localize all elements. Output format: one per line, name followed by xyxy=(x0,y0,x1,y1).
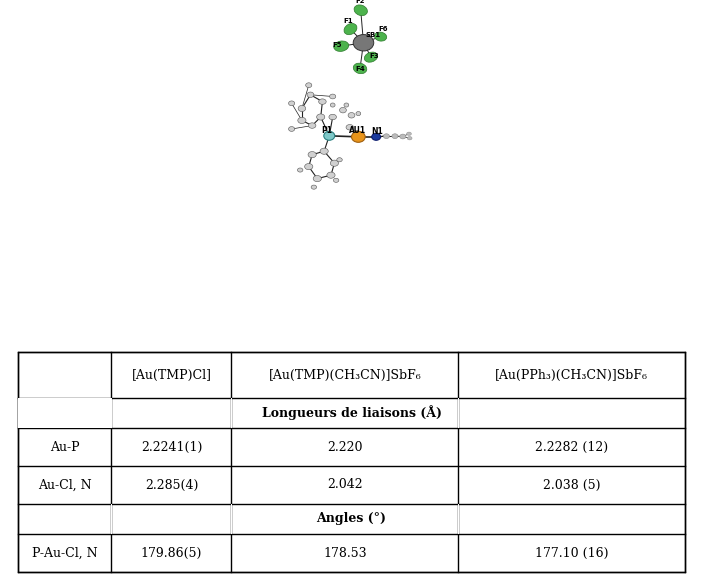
Text: 2.038 (5): 2.038 (5) xyxy=(543,478,600,492)
Ellipse shape xyxy=(334,41,349,51)
Ellipse shape xyxy=(372,133,380,140)
Bar xyxy=(458,504,459,534)
Text: 177.10 (16): 177.10 (16) xyxy=(535,546,608,559)
Ellipse shape xyxy=(327,172,335,178)
Ellipse shape xyxy=(344,103,349,107)
Text: P-Au-Cl, N: P-Au-Cl, N xyxy=(32,546,98,559)
Ellipse shape xyxy=(306,83,312,87)
Ellipse shape xyxy=(340,108,347,113)
Ellipse shape xyxy=(330,103,335,107)
Bar xyxy=(111,398,112,428)
Ellipse shape xyxy=(407,136,412,140)
Text: Angles (°): Angles (°) xyxy=(316,512,387,526)
Ellipse shape xyxy=(329,114,337,120)
Text: 2.220: 2.220 xyxy=(327,440,363,454)
Bar xyxy=(231,504,232,534)
Ellipse shape xyxy=(318,99,326,104)
Ellipse shape xyxy=(354,63,367,74)
Text: 2.2282 (12): 2.2282 (12) xyxy=(535,440,608,454)
Bar xyxy=(231,398,232,428)
Text: [Au(PPh₃)(CH₃CN)]SbF₆: [Au(PPh₃)(CH₃CN)]SbF₆ xyxy=(495,369,648,382)
Text: F1: F1 xyxy=(343,18,352,24)
Ellipse shape xyxy=(337,158,342,162)
Text: F5: F5 xyxy=(333,42,342,48)
Ellipse shape xyxy=(406,132,411,136)
Ellipse shape xyxy=(324,131,335,140)
Text: 2.2241(1): 2.2241(1) xyxy=(141,440,202,454)
Bar xyxy=(18,398,111,428)
Bar xyxy=(111,504,112,534)
Ellipse shape xyxy=(364,52,378,62)
Text: [Au(TMP)(CH₃CN)]SbF₆: [Au(TMP)(CH₃CN)]SbF₆ xyxy=(269,369,421,382)
Text: P1: P1 xyxy=(322,126,333,135)
Ellipse shape xyxy=(356,112,361,116)
Ellipse shape xyxy=(320,148,328,154)
Ellipse shape xyxy=(353,34,374,51)
Ellipse shape xyxy=(309,123,316,128)
Ellipse shape xyxy=(344,24,357,34)
Text: 179.86(5): 179.86(5) xyxy=(141,546,202,559)
Ellipse shape xyxy=(313,175,321,182)
Ellipse shape xyxy=(400,134,406,139)
Text: Au-Cl, N: Au-Cl, N xyxy=(38,478,91,492)
Ellipse shape xyxy=(288,126,295,131)
Bar xyxy=(18,398,111,428)
Text: 178.53: 178.53 xyxy=(323,546,367,559)
Text: SB1: SB1 xyxy=(366,32,380,37)
Text: Longueurs de liaisons (Å): Longueurs de liaisons (Å) xyxy=(262,405,441,420)
Ellipse shape xyxy=(383,134,389,139)
Ellipse shape xyxy=(298,117,306,124)
Bar xyxy=(458,398,459,428)
Ellipse shape xyxy=(352,131,365,143)
Ellipse shape xyxy=(307,92,314,98)
Text: Au-P: Au-P xyxy=(50,440,79,454)
Text: 2.042: 2.042 xyxy=(327,478,363,492)
Bar xyxy=(18,398,111,428)
Ellipse shape xyxy=(354,5,368,16)
Text: F3: F3 xyxy=(370,53,379,59)
Ellipse shape xyxy=(308,152,316,158)
Ellipse shape xyxy=(316,114,325,120)
Ellipse shape xyxy=(311,185,316,189)
Text: 2.285(4): 2.285(4) xyxy=(145,478,198,492)
Ellipse shape xyxy=(348,113,355,118)
Ellipse shape xyxy=(297,168,303,172)
Ellipse shape xyxy=(346,125,354,130)
Ellipse shape xyxy=(354,131,359,135)
Text: AU1: AU1 xyxy=(349,126,366,135)
Ellipse shape xyxy=(330,160,339,166)
Text: F4: F4 xyxy=(355,66,365,72)
Ellipse shape xyxy=(375,32,387,41)
Ellipse shape xyxy=(392,134,398,139)
Text: [Au(TMP)Cl]: [Au(TMP)Cl] xyxy=(131,369,212,382)
Ellipse shape xyxy=(288,101,295,106)
Ellipse shape xyxy=(333,178,339,182)
Text: F2: F2 xyxy=(356,0,365,3)
Ellipse shape xyxy=(298,105,306,112)
Text: N1: N1 xyxy=(371,127,382,136)
Text: F6: F6 xyxy=(378,26,387,32)
Ellipse shape xyxy=(330,94,336,99)
Ellipse shape xyxy=(304,163,313,170)
